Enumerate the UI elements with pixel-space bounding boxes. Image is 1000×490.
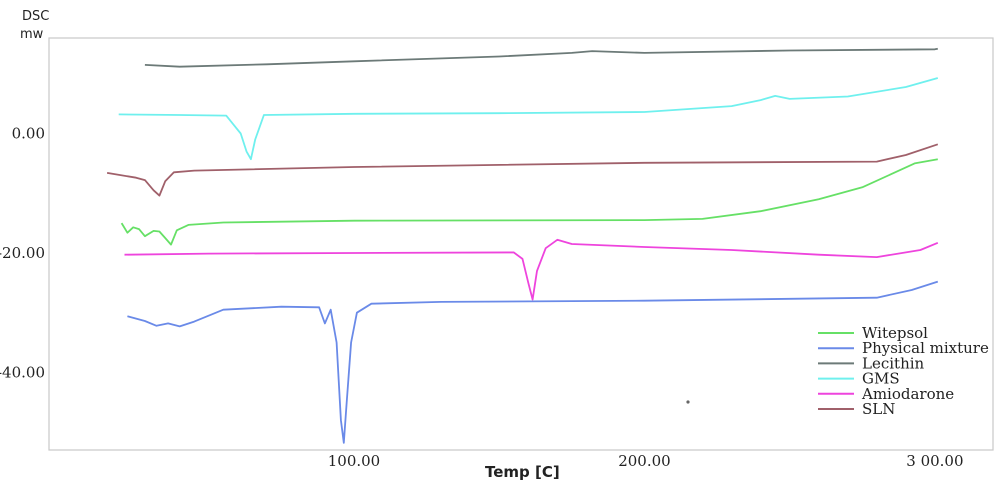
- x-tick-label: 200.00: [618, 452, 671, 470]
- series-line-amiodarone: [124, 238, 939, 301]
- x-axis-label: Temp [C]: [485, 463, 560, 481]
- y-axis-unit: mw: [20, 27, 44, 42]
- plot-area: [48, 37, 994, 451]
- x-tick-labels: 100.00 200.00 3 00.00: [328, 452, 964, 470]
- x-tick-label: 100.00: [328, 452, 381, 470]
- series-layer: [106, 47, 939, 444]
- series-line-physical-mixture: [127, 280, 939, 444]
- y-tick-label: -20.00: [0, 244, 45, 262]
- series-line-sln: [106, 143, 939, 197]
- y-axis-label: DSC: [22, 9, 49, 24]
- legend-label: GMS: [862, 370, 900, 388]
- series-line-gms: [118, 77, 939, 161]
- y-tick-label: 0.00: [12, 125, 45, 143]
- series-line-witepsol: [120, 158, 938, 246]
- y-tick-labels: 0.00 -20.00 -40.00: [0, 125, 45, 382]
- legend-label: Amiodarone: [861, 385, 954, 403]
- legend-label: Lecithin: [862, 354, 925, 372]
- y-tick-label: -40.00: [0, 363, 45, 381]
- legend-label: Physical mixture: [862, 339, 989, 357]
- series-line-lecithin: [144, 47, 938, 68]
- legend-label: SLN: [862, 400, 895, 418]
- stray-dot: [686, 400, 690, 404]
- legend-label: Witepsol: [862, 324, 928, 342]
- x-tick-label: 3 00.00: [906, 452, 963, 470]
